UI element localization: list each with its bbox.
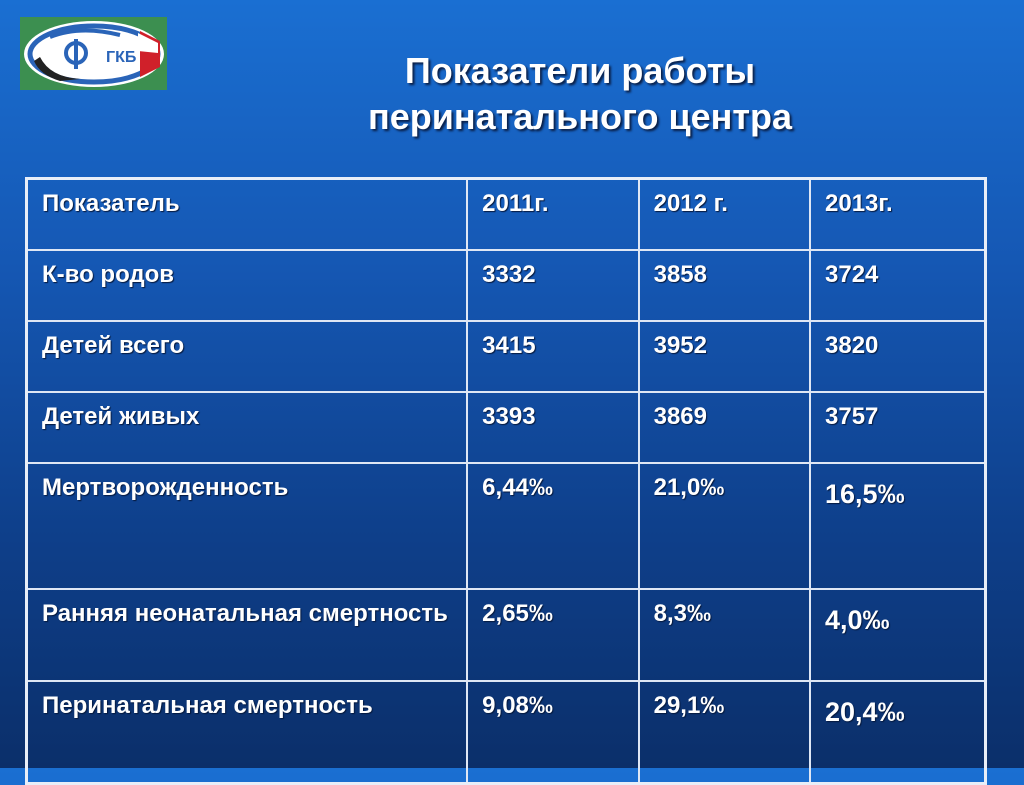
table-cell: 3757 [809, 391, 987, 464]
row-label: Мертворожденность [25, 462, 469, 590]
row-label: Ранняя неонатальная смертность [25, 588, 469, 682]
table-cell: 8,3‰ [637, 588, 812, 682]
table-cell: 21,0‰ [637, 462, 812, 590]
table-cell: 9,08‰ [466, 680, 640, 785]
table-cell: 3393 [466, 391, 640, 464]
table-header-row: Показатель 2011г. 2012 г. 2013г. [25, 177, 987, 251]
table-cell: 3869 [637, 391, 812, 464]
table-cell: 2,65‰ [466, 588, 640, 682]
header-cell: 2011г. [466, 177, 640, 251]
logo: ГКБ [20, 17, 167, 90]
table-cell: 3858 [637, 249, 812, 322]
indicators-table: Показатель 2011г. 2012 г. 2013г. К-во ро… [25, 177, 987, 785]
page-title: Показатели работы перинатального центра [290, 48, 870, 140]
title-line-1: Показатели работы [404, 50, 756, 91]
logo-text: ГКБ [106, 49, 136, 66]
table-cell: 29,1‰ [637, 680, 812, 785]
table-row: Перинатальная смертность 9,08‰ 29,1‰ 20,… [25, 680, 987, 785]
table-cell: 3952 [637, 320, 812, 393]
table-cell: 3820 [809, 320, 987, 393]
row-label: К-во родов [25, 249, 469, 322]
hospital-emblem-icon: ГКБ [20, 17, 167, 90]
table-cell: 3415 [466, 320, 640, 393]
table-cell: 6,44‰ [466, 462, 640, 590]
table-cell: 16,5‰ [809, 462, 987, 590]
table-row: Мертворожденность 6,44‰ 21,0‰ 16,5‰ [25, 462, 987, 590]
row-label: Перинатальная смертность [25, 680, 469, 785]
table-cell: 4,0‰ [809, 588, 987, 682]
header-cell: 2012 г. [637, 177, 812, 251]
row-label: Детей живых [25, 391, 469, 464]
header-cell: 2013г. [809, 177, 987, 251]
table-row: Детей всего 3415 3952 3820 [25, 320, 987, 393]
table-cell: 3332 [466, 249, 640, 322]
table-cell: 20,4‰ [809, 680, 987, 785]
table-row: К-во родов 3332 3858 3724 [25, 249, 987, 322]
title-line-2: перинатального центра [367, 96, 793, 137]
table-cell: 3724 [809, 249, 987, 322]
table-row: Детей живых 3393 3869 3757 [25, 391, 987, 464]
header-cell: Показатель [25, 177, 469, 251]
table-row: Ранняя неонатальная смертность 2,65‰ 8,3… [25, 588, 987, 682]
row-label: Детей всего [25, 320, 469, 393]
